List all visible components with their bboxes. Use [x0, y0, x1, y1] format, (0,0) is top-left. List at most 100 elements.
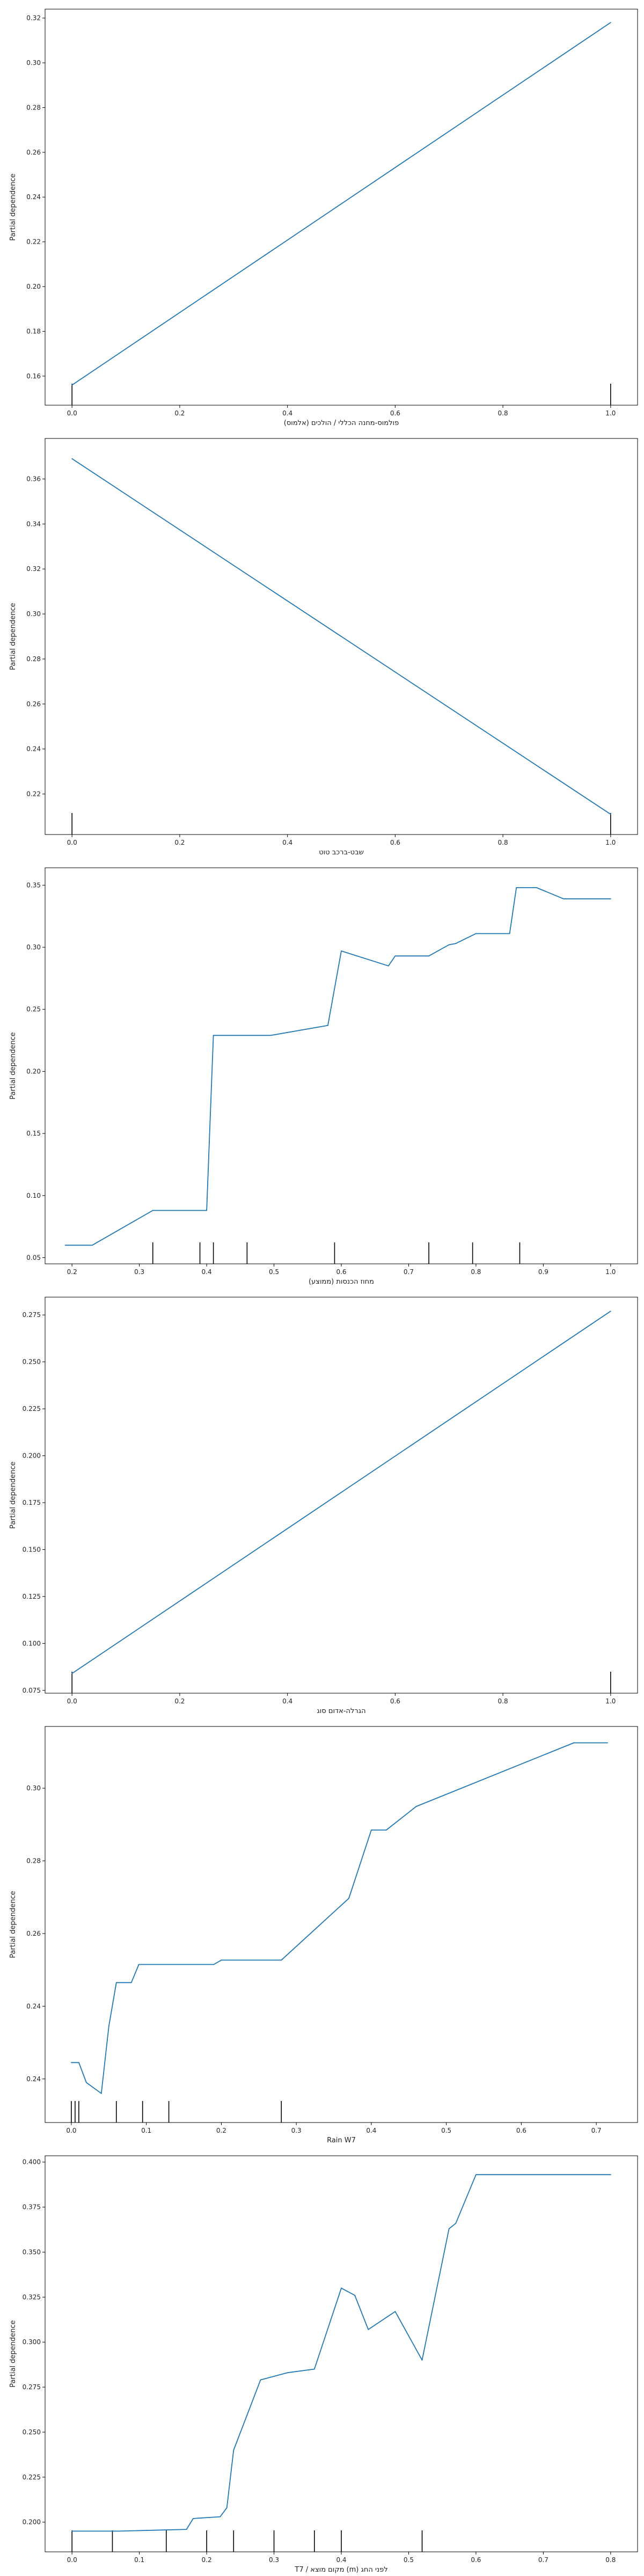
pd-data-point [455, 943, 457, 945]
pd-data-point [85, 2082, 87, 2083]
y-tick-label: 0.225 [23, 1405, 41, 1413]
plot-frame [45, 1726, 638, 2123]
x-tick-label: 1.0 [605, 1697, 616, 1705]
pd-data-point [348, 1898, 349, 1899]
x-tick-label: 0.8 [605, 2556, 616, 2564]
pd-data-point [130, 1982, 132, 1984]
pd-data-point [71, 2062, 72, 2063]
pd-data-point [394, 955, 396, 957]
pd-data-point [226, 2507, 228, 2508]
x-tick-label: 0.2 [202, 2556, 212, 2564]
x-tick-label: 0.6 [336, 1268, 346, 1276]
x-axis-label: שבט-ברכב טוט [319, 848, 364, 857]
y-tick-label: 0.325 [23, 2293, 41, 2301]
y-axis-label: Partial dependence [9, 1032, 17, 1099]
y-tick-label: 0.22 [26, 791, 41, 798]
y-tick-label: 0.200 [23, 2519, 41, 2526]
pd-panel-2: 0.0 0.2 0.4 0.6 0.8 1.0 0.22 0.24 0.26 0.28 0.30 0.… [9, 438, 638, 857]
x-tick-label: 0.0 [67, 409, 77, 417]
pd-data-point [610, 2174, 611, 2176]
pd-series-line [72, 2174, 611, 2532]
pd-data-point [115, 1982, 117, 1984]
x-axis-label: T7 / מקום מוצא (m) לפני החג [294, 2566, 387, 2574]
y-tick-label: 0.250 [23, 1358, 41, 1366]
pd-data-point [100, 2092, 102, 2094]
x-tick-label: 0.7 [591, 2127, 602, 2134]
y-tick-label: 0.26 [26, 149, 41, 156]
y-tick-label: 0.10 [26, 1192, 41, 1199]
y-tick-label: 0.200 [23, 1452, 41, 1460]
pd-data-point [71, 384, 73, 386]
y-tick-label: 0.35 [26, 881, 41, 889]
x-tick-label: 0.2 [67, 1268, 77, 1276]
y-tick-label: 0.25 [26, 1006, 41, 1013]
pd-data-point [71, 458, 73, 459]
x-tick-label: 1.0 [605, 409, 616, 417]
x-tick-label: 0.0 [66, 2127, 76, 2134]
pd-panel-5: 0.0 0.1 0.2 0.3 0.4 0.5 0.6 0.7 0.24 0.24 0.26 0.28… [9, 1726, 638, 2145]
pd-data-point [448, 944, 450, 946]
pd-panel-4: 0.0 0.2 0.4 0.6 0.8 1.0 0.075 0.100 0.125 0.150 0.… [9, 1297, 638, 1715]
x-tick-label: 0.0 [67, 839, 77, 846]
pd-data-point [186, 2529, 187, 2530]
x-tick-label: 1.0 [605, 1268, 616, 1276]
x-tick-label: 0.4 [202, 1268, 212, 1276]
pd-data-point [64, 1245, 66, 1246]
pd-data-point [108, 2025, 109, 2027]
x-tick-label: 0.8 [498, 409, 508, 417]
y-tick-label: 0.150 [23, 1546, 41, 1553]
pd-data-point [607, 1742, 609, 1744]
pd-panel-1: 0.0 0.2 0.4 0.6 0.8 1.0 0.16 0.18 0.20 0.22 0.24 0.… [9, 9, 638, 427]
y-tick-label: 0.05 [26, 1254, 41, 1261]
pd-panel-3: 0.2 0.3 0.4 0.5 0.6 0.7 0.8 0.9 1.0 0.05 0.10 0.15 0… [9, 867, 638, 1286]
pd-data-point [327, 1024, 328, 1026]
y-tick-label: 0.28 [26, 1857, 41, 1865]
pd-data-point [233, 2449, 235, 2451]
pd-data-point [91, 1245, 93, 1246]
y-tick-label: 0.175 [23, 1499, 41, 1506]
y-axis-label: Partial dependence [9, 1461, 17, 1528]
x-tick-label: 0.4 [366, 2127, 376, 2134]
x-axis-label: הגרלה-אדום סוג [317, 1707, 365, 1715]
pd-data-point [573, 1742, 575, 1744]
y-tick-label: 0.30 [26, 59, 41, 67]
plot-frame [45, 1297, 638, 1694]
pd-data-point [243, 1959, 245, 1961]
y-tick-label: 0.24 [26, 2075, 41, 2083]
y-tick-label: 0.400 [23, 2158, 41, 2166]
pd-data-point [160, 1964, 162, 1965]
pd-data-point [610, 22, 611, 23]
x-tick-label: 0.4 [282, 839, 292, 846]
x-tick-label: 0.3 [269, 2556, 279, 2564]
y-tick-label: 0.125 [23, 1593, 41, 1600]
pd-data-point [475, 2174, 477, 2176]
y-tick-label: 0.225 [23, 2473, 41, 2481]
x-tick-label: 0.4 [336, 2556, 346, 2564]
pd-data-point [610, 1311, 611, 1312]
pd-series-line [71, 1742, 608, 2094]
x-tick-label: 0.5 [404, 2556, 414, 2564]
x-tick-label: 0.7 [538, 2556, 548, 2564]
y-tick-label: 0.36 [26, 475, 41, 482]
pd-data-point [213, 1035, 214, 1036]
pd-series-line [71, 1311, 611, 1674]
x-tick-label: 0.9 [538, 1268, 548, 1276]
pd-data-point [387, 965, 389, 967]
x-tick-label: 0.0 [67, 2556, 77, 2564]
pd-data-point [475, 933, 477, 934]
pd-data-point [341, 950, 342, 952]
pd-data-point [354, 2295, 355, 2296]
x-tick-label: 0.4 [282, 1697, 292, 1705]
y-axis-label: Partial dependence [9, 173, 17, 240]
pd-data-point [71, 2530, 73, 2532]
pd-data-point [421, 2359, 423, 2361]
y-tick-label: 0.15 [26, 1130, 41, 1137]
pd-data-point [394, 2311, 396, 2312]
y-tick-label: 0.275 [23, 1311, 41, 1319]
pd-data-point [536, 887, 537, 888]
pd-data-point [213, 1964, 215, 1965]
y-tick-label: 0.22 [26, 238, 41, 246]
x-tick-label: 0.5 [441, 2127, 451, 2134]
x-axis-label: מחוז הכנסות (ממוצע) [309, 1278, 374, 1286]
